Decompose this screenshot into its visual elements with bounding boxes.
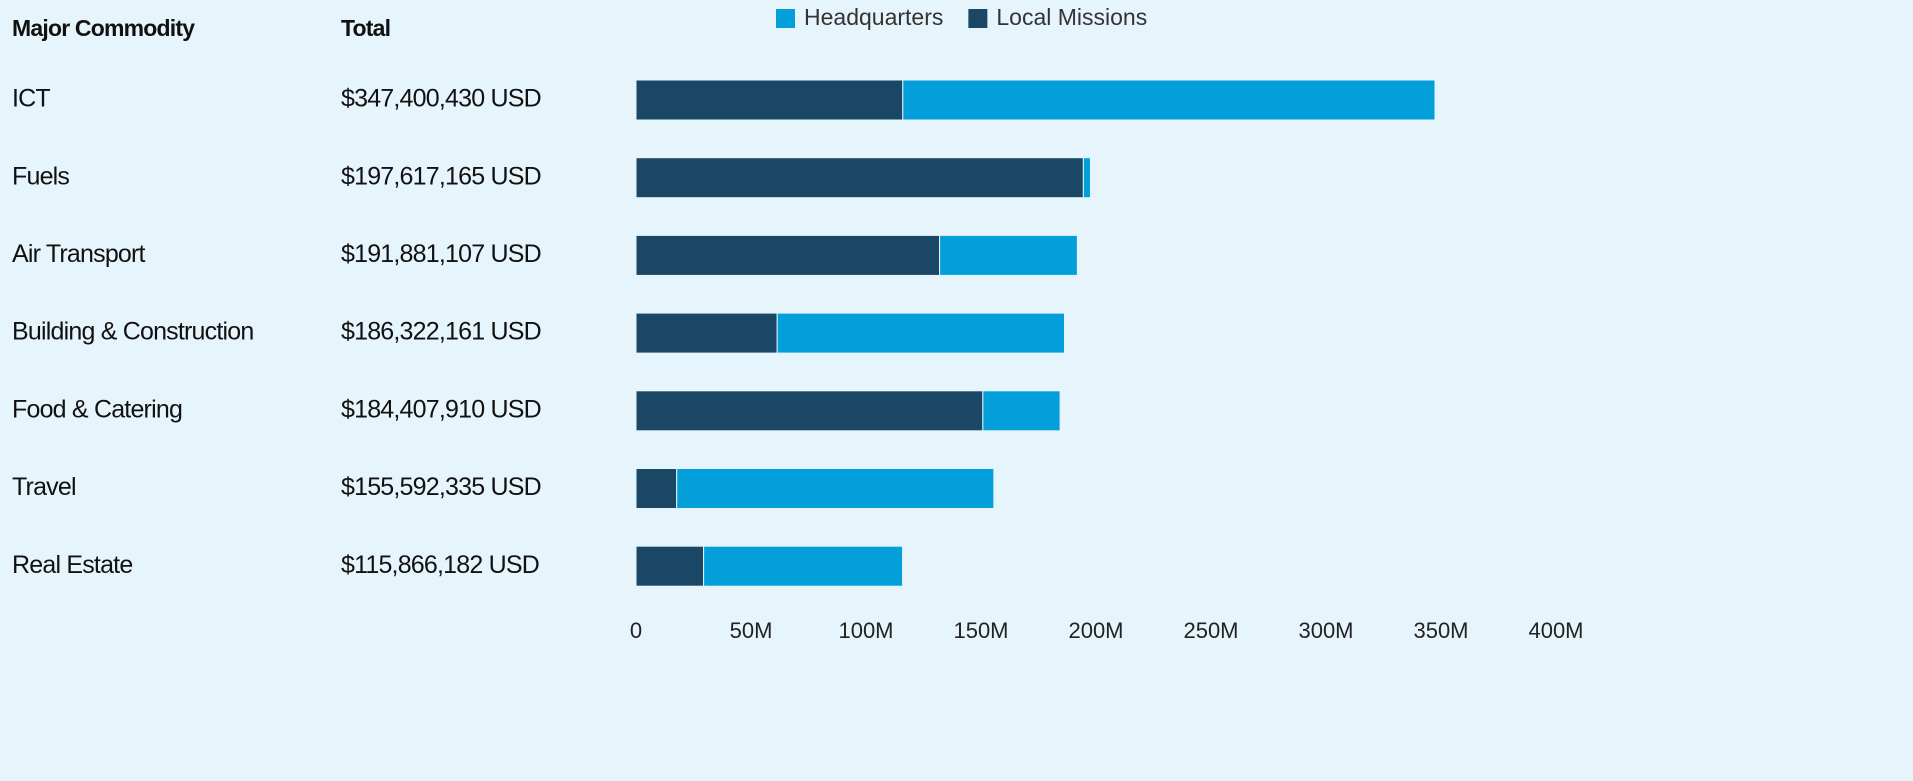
bar-segment	[902, 79, 1436, 121]
x-tick-label: 100M	[838, 618, 893, 643]
bar-segment	[635, 390, 984, 432]
x-tick-label: 300M	[1298, 618, 1353, 643]
x-tick-label: 250M	[1183, 618, 1238, 643]
bar-segment	[939, 234, 1078, 276]
bar-segment	[635, 545, 705, 587]
legend-label: Local Missions	[996, 4, 1147, 30]
bar-segment	[703, 545, 904, 587]
bar-segment	[635, 157, 1084, 199]
total-label: $191,881,107 USD	[341, 240, 541, 268]
legend-swatch	[968, 9, 988, 28]
bar-segment	[635, 79, 904, 121]
bar-segment	[635, 312, 778, 354]
category-label: Real Estate	[12, 551, 132, 579]
x-tick-label: 50M	[730, 618, 773, 643]
category-label: Food & Catering	[12, 395, 182, 423]
legend-swatch	[776, 9, 795, 28]
x-tick-label: 400M	[1528, 618, 1583, 643]
total-label: $155,592,335 USD	[341, 473, 541, 501]
category-label: ICT	[12, 85, 50, 113]
total-label: $184,407,910 USD	[341, 395, 541, 423]
category-label: Air Transport	[12, 240, 146, 268]
legend-label: Headquarters	[804, 4, 943, 30]
x-tick-label: 150M	[953, 618, 1008, 643]
bar-segment	[676, 468, 995, 509]
category-label: Fuels	[12, 162, 69, 190]
x-tick-label: 350M	[1413, 618, 1468, 643]
bar-segment	[982, 390, 1061, 432]
bar-segment	[776, 312, 1065, 354]
category-label: Building & Construction	[12, 318, 253, 346]
bar-segment	[1082, 157, 1091, 199]
bar-segment	[635, 468, 678, 509]
bar-segment	[635, 234, 941, 276]
total-label: $115,866,182 USD	[341, 551, 539, 579]
column-header: Total	[341, 15, 390, 41]
x-tick-label: 200M	[1068, 618, 1123, 643]
total-label: $197,617,165 USD	[341, 162, 541, 190]
x-tick-label: 0	[630, 618, 642, 643]
total-label: $347,400,430 USD	[341, 85, 541, 113]
total-label: $186,322,161 USD	[341, 318, 541, 346]
category-label: Travel	[12, 473, 76, 501]
column-header: Major Commodity	[12, 15, 195, 41]
